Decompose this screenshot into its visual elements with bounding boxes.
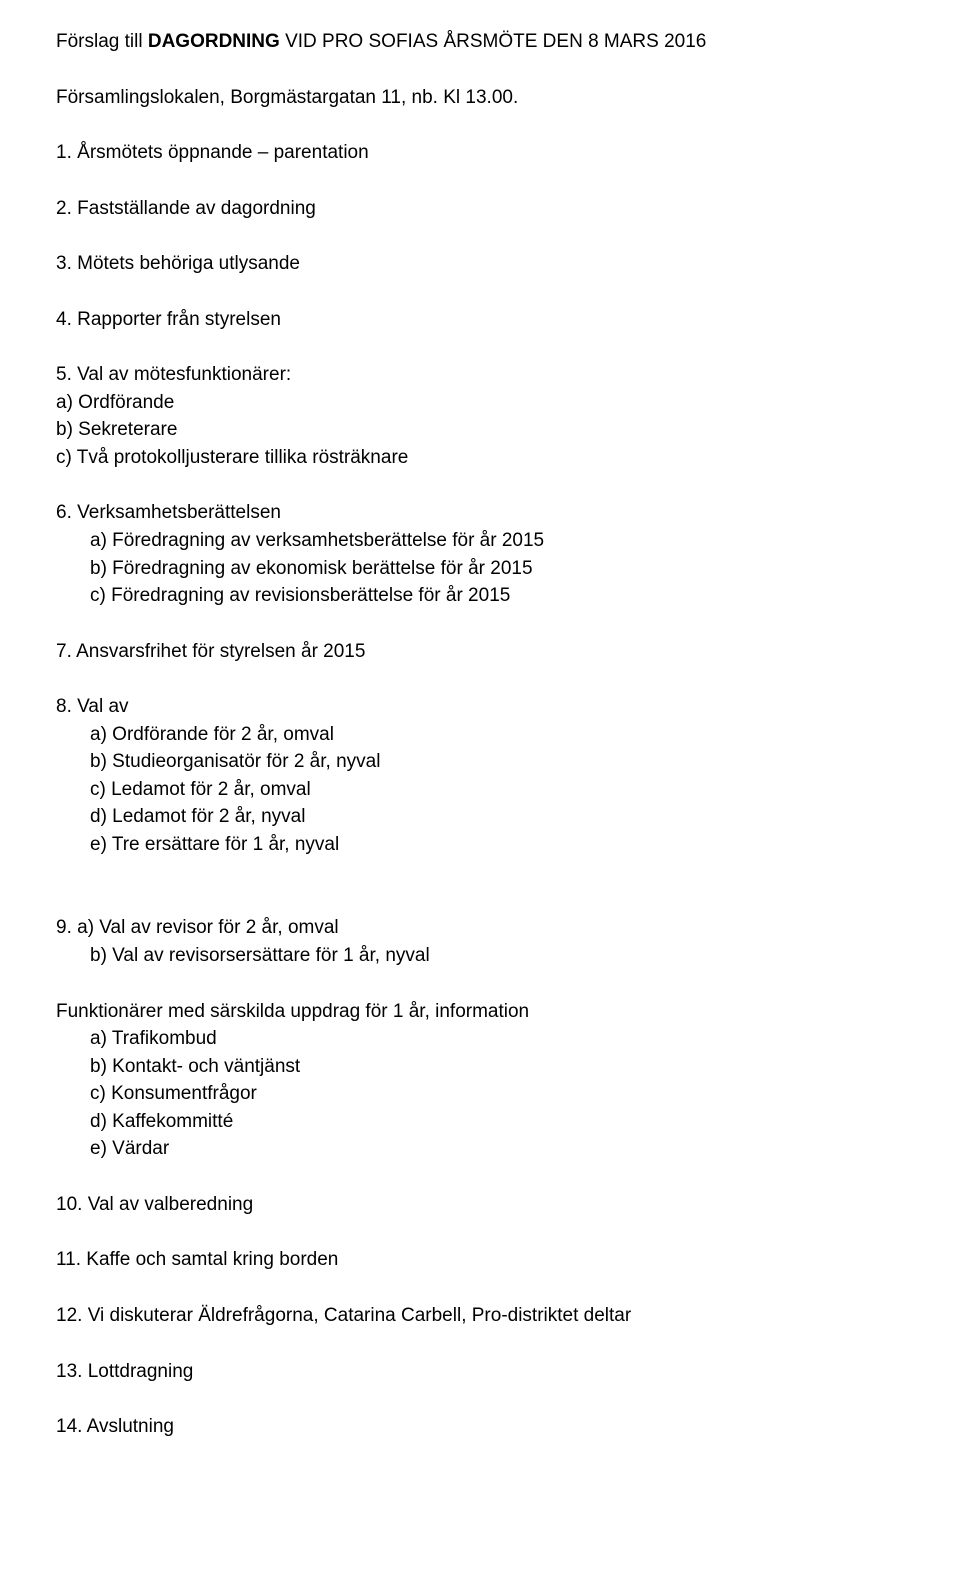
agenda-item-10-text: 10. Val av valberedning — [56, 1194, 253, 1215]
agenda-item-2-text: Fastställande av dagordning — [77, 198, 316, 219]
agenda-item-9-funk-sublist: a) Trafikombud b) Kontakt- och väntjänst… — [90, 1025, 904, 1163]
agenda-item-5a: a) Ordförande — [56, 389, 904, 417]
document-subtitle: Församlingslokalen, Borgmästargatan 11, … — [56, 84, 904, 112]
agenda-item-11: 11. Kaffe och samtal kring borden — [56, 1246, 904, 1274]
agenda-item-5c: c) Två protokolljusterare tillika rösträ… — [56, 444, 904, 472]
agenda-item-12: 12. Vi diskuterar Äldrefrågorna, Catarin… — [56, 1302, 904, 1330]
agenda-item-2: Fastställande av dagordning — [56, 195, 904, 223]
agenda-item-13-text: 13. Lottdragning — [56, 1361, 193, 1382]
document-title: Förslag till DAGORDNING VID PRO SOFIAS Å… — [56, 28, 904, 56]
agenda-item-5: Val av mötesfunktionärer: a) Ordförande … — [56, 361, 904, 471]
agenda-item-9-fb: b) Kontakt- och väntjänst — [90, 1053, 904, 1081]
agenda-item-8: Val av a) Ordförande för 2 år, omval b) … — [56, 693, 904, 858]
agenda-item-7: Ansvarsfrihet för styrelsen år 2015 — [56, 638, 904, 666]
title-bold: DAGORDNING — [148, 31, 280, 52]
agenda-item-7-text: Ansvarsfrihet för styrelsen år 2015 — [76, 641, 365, 662]
agenda-item-6-sublist: a) Föredragning av verksamhetsberättelse… — [56, 527, 904, 610]
agenda-item-9b: b) Val av revisorsersättare för 1 år, ny… — [56, 942, 904, 970]
agenda-item-12-text: 12. Vi diskuterar Äldrefrågorna, Catarin… — [56, 1305, 631, 1326]
agenda-item-8b: b) Studieorganisatör för 2 år, nyval — [90, 748, 904, 776]
agenda-item-8a: a) Ordförande för 2 år, omval — [90, 721, 904, 749]
agenda-item-9a: 9. a) Val av revisor för 2 år, omval — [56, 914, 904, 942]
title-rest: VID PRO SOFIAS ÅRSMÖTE DEN 8 MARS 2016 — [280, 31, 707, 52]
agenda-item-8-sublist: a) Ordförande för 2 år, omval b) Studieo… — [56, 721, 904, 859]
agenda-item-9-funk-title: Funktionärer med särskilda uppdrag för 1… — [56, 998, 904, 1026]
agenda-item-6-title: Verksamhetsberättelsen — [77, 502, 281, 523]
agenda-item-9-fa: a) Trafikombud — [90, 1025, 904, 1053]
agenda-item-8d: d) Ledamot för 2 år, nyval — [90, 803, 904, 831]
agenda-item-9-fc: c) Konsumentfrågor — [90, 1080, 904, 1108]
title-prefix: Förslag till — [56, 31, 148, 52]
agenda-item-1-text: Årsmötets öppnande – parentation — [77, 142, 369, 163]
agenda-item-10: 10. Val av valberedning — [56, 1191, 904, 1219]
agenda-list: Årsmötets öppnande – parentation Faststä… — [56, 139, 904, 1441]
agenda-item-3-text: Mötets behöriga utlysande — [77, 253, 300, 274]
agenda-item-8c: c) Ledamot för 2 år, omval — [90, 776, 904, 804]
agenda-item-4-text: Rapporter från styrelsen — [77, 309, 281, 330]
agenda-item-6b: b) Föredragning av ekonomisk berättelse … — [90, 555, 904, 583]
agenda-item-14: 14. Avslutning — [56, 1413, 904, 1441]
agenda-item-5-title: Val av mötesfunktionärer: — [77, 364, 291, 385]
agenda-item-11-text: 11. Kaffe och samtal kring borden — [56, 1249, 338, 1270]
agenda-item-9-fd: d) Kaffekommitté — [90, 1108, 904, 1136]
agenda-item-5-sublist: a) Ordförande b) Sekreterare c) Två prot… — [56, 389, 904, 472]
agenda-item-8e: e) Tre ersättare för 1 år, nyval — [90, 831, 904, 859]
agenda-item-1: Årsmötets öppnande – parentation — [56, 139, 904, 167]
agenda-item-6a: a) Föredragning av verksamhetsberättelse… — [90, 527, 904, 555]
agenda-item-6c: c) Föredragning av revisionsberättelse f… — [90, 582, 904, 610]
agenda-item-9: 9. a) Val av revisor för 2 år, omval b) … — [56, 914, 904, 1162]
agenda-item-14-text: 14. Avslutning — [56, 1416, 174, 1437]
agenda-item-9-fe: e) Värdar — [90, 1135, 904, 1163]
agenda-item-8-title: Val av — [77, 696, 128, 717]
agenda-item-4: Rapporter från styrelsen — [56, 306, 904, 334]
agenda-item-13: 13. Lottdragning — [56, 1358, 904, 1386]
agenda-item-3: Mötets behöriga utlysande — [56, 250, 904, 278]
agenda-item-5b: b) Sekreterare — [56, 416, 904, 444]
agenda-item-6: Verksamhetsberättelsen a) Föredragning a… — [56, 499, 904, 609]
